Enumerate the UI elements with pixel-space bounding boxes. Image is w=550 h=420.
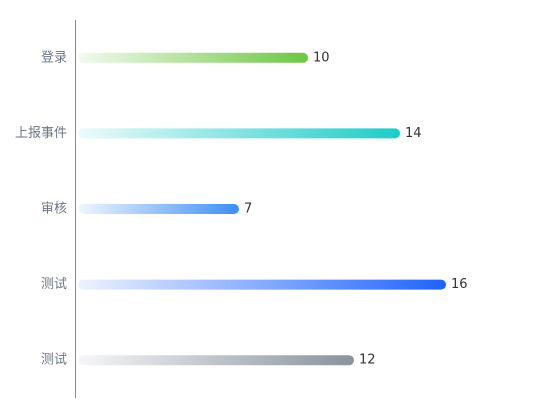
value-label: 7 [244, 202, 252, 217]
bar [78, 355, 354, 366]
bar [78, 128, 400, 139]
y-tick-label: 登录 [41, 50, 67, 65]
bar [78, 279, 446, 290]
value-label: 14 [405, 126, 422, 141]
value-label: 12 [359, 353, 376, 368]
bar [78, 52, 308, 63]
y-tick-label: 测试 [41, 353, 67, 368]
bar [78, 204, 239, 214]
y-tick-label: 审核 [41, 202, 67, 217]
y-tick-label: 测试 [41, 277, 67, 292]
y-tick-label: 上报事件 [15, 126, 67, 141]
value-label: 16 [451, 277, 468, 292]
value-label: 10 [313, 50, 330, 65]
